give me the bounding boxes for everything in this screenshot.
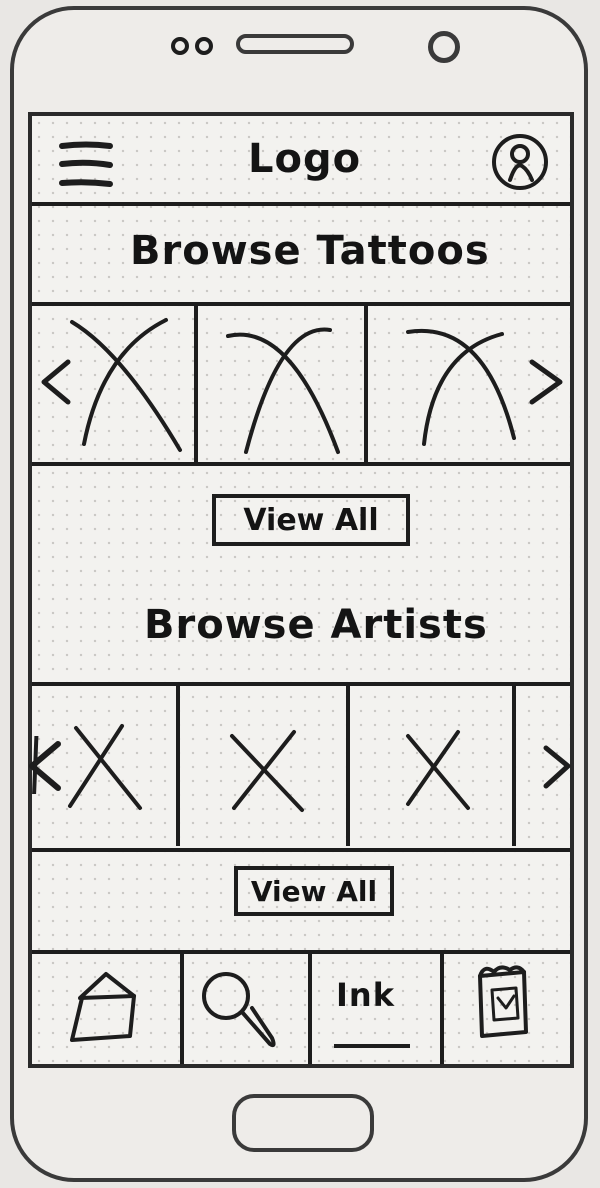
nav-ink-label[interactable]: Ink <box>336 976 395 1014</box>
tile-divider <box>194 306 198 462</box>
divider <box>32 302 570 306</box>
carousel-prev-arrow-icon[interactable] <box>24 736 64 794</box>
tattoo-carousel <box>32 306 570 462</box>
carousel-next-arrow-icon[interactable] <box>540 742 574 792</box>
carousel-next-arrow-icon[interactable] <box>526 356 566 408</box>
carousel-prev-arrow-icon[interactable] <box>38 356 72 408</box>
artist-carousel <box>29 686 571 848</box>
hamburger-menu-icon[interactable] <box>58 138 114 190</box>
artist-image-placeholder[interactable] <box>222 724 312 820</box>
active-tab-underline <box>334 1044 410 1048</box>
divider <box>32 202 570 206</box>
divider <box>32 950 570 954</box>
top-bar: Logo <box>32 116 570 206</box>
search-icon[interactable] <box>200 968 284 1054</box>
view-all-tattoos-button[interactable]: View All <box>212 494 410 546</box>
tile-divider <box>346 686 350 846</box>
app-screen: Logo Browse Tattoos <box>28 112 574 1068</box>
tattoo-image-placeholder[interactable] <box>394 312 534 458</box>
divider <box>32 462 570 466</box>
tile-divider <box>176 686 180 846</box>
nav-divider <box>180 954 184 1064</box>
tattoo-image-placeholder[interactable] <box>62 312 188 458</box>
browse-artists-heading: Browse Artists <box>144 602 488 648</box>
tile-divider <box>364 306 368 462</box>
nav-divider <box>308 954 312 1064</box>
bottom-nav: Ink <box>32 954 570 1064</box>
earpiece-speaker <box>236 34 354 54</box>
sensor-dots <box>171 37 213 55</box>
front-camera <box>428 31 460 63</box>
calendar-icon[interactable] <box>470 962 534 1044</box>
tile-divider <box>512 686 516 846</box>
divider <box>32 682 570 686</box>
home-hardware-button[interactable] <box>232 1094 374 1152</box>
nav-divider <box>440 954 444 1064</box>
tattoo-image-placeholder[interactable] <box>210 312 362 458</box>
artist-image-placeholder[interactable] <box>62 716 152 816</box>
home-icon[interactable] <box>64 968 154 1048</box>
user-profile-icon[interactable] <box>488 130 552 194</box>
view-all-artists-button[interactable]: View All <box>234 866 394 916</box>
divider <box>32 848 570 852</box>
artist-image-placeholder[interactable] <box>398 724 478 816</box>
logo-text[interactable]: Logo <box>248 136 362 182</box>
browse-tattoos-heading: Browse Tattoos <box>130 228 490 274</box>
